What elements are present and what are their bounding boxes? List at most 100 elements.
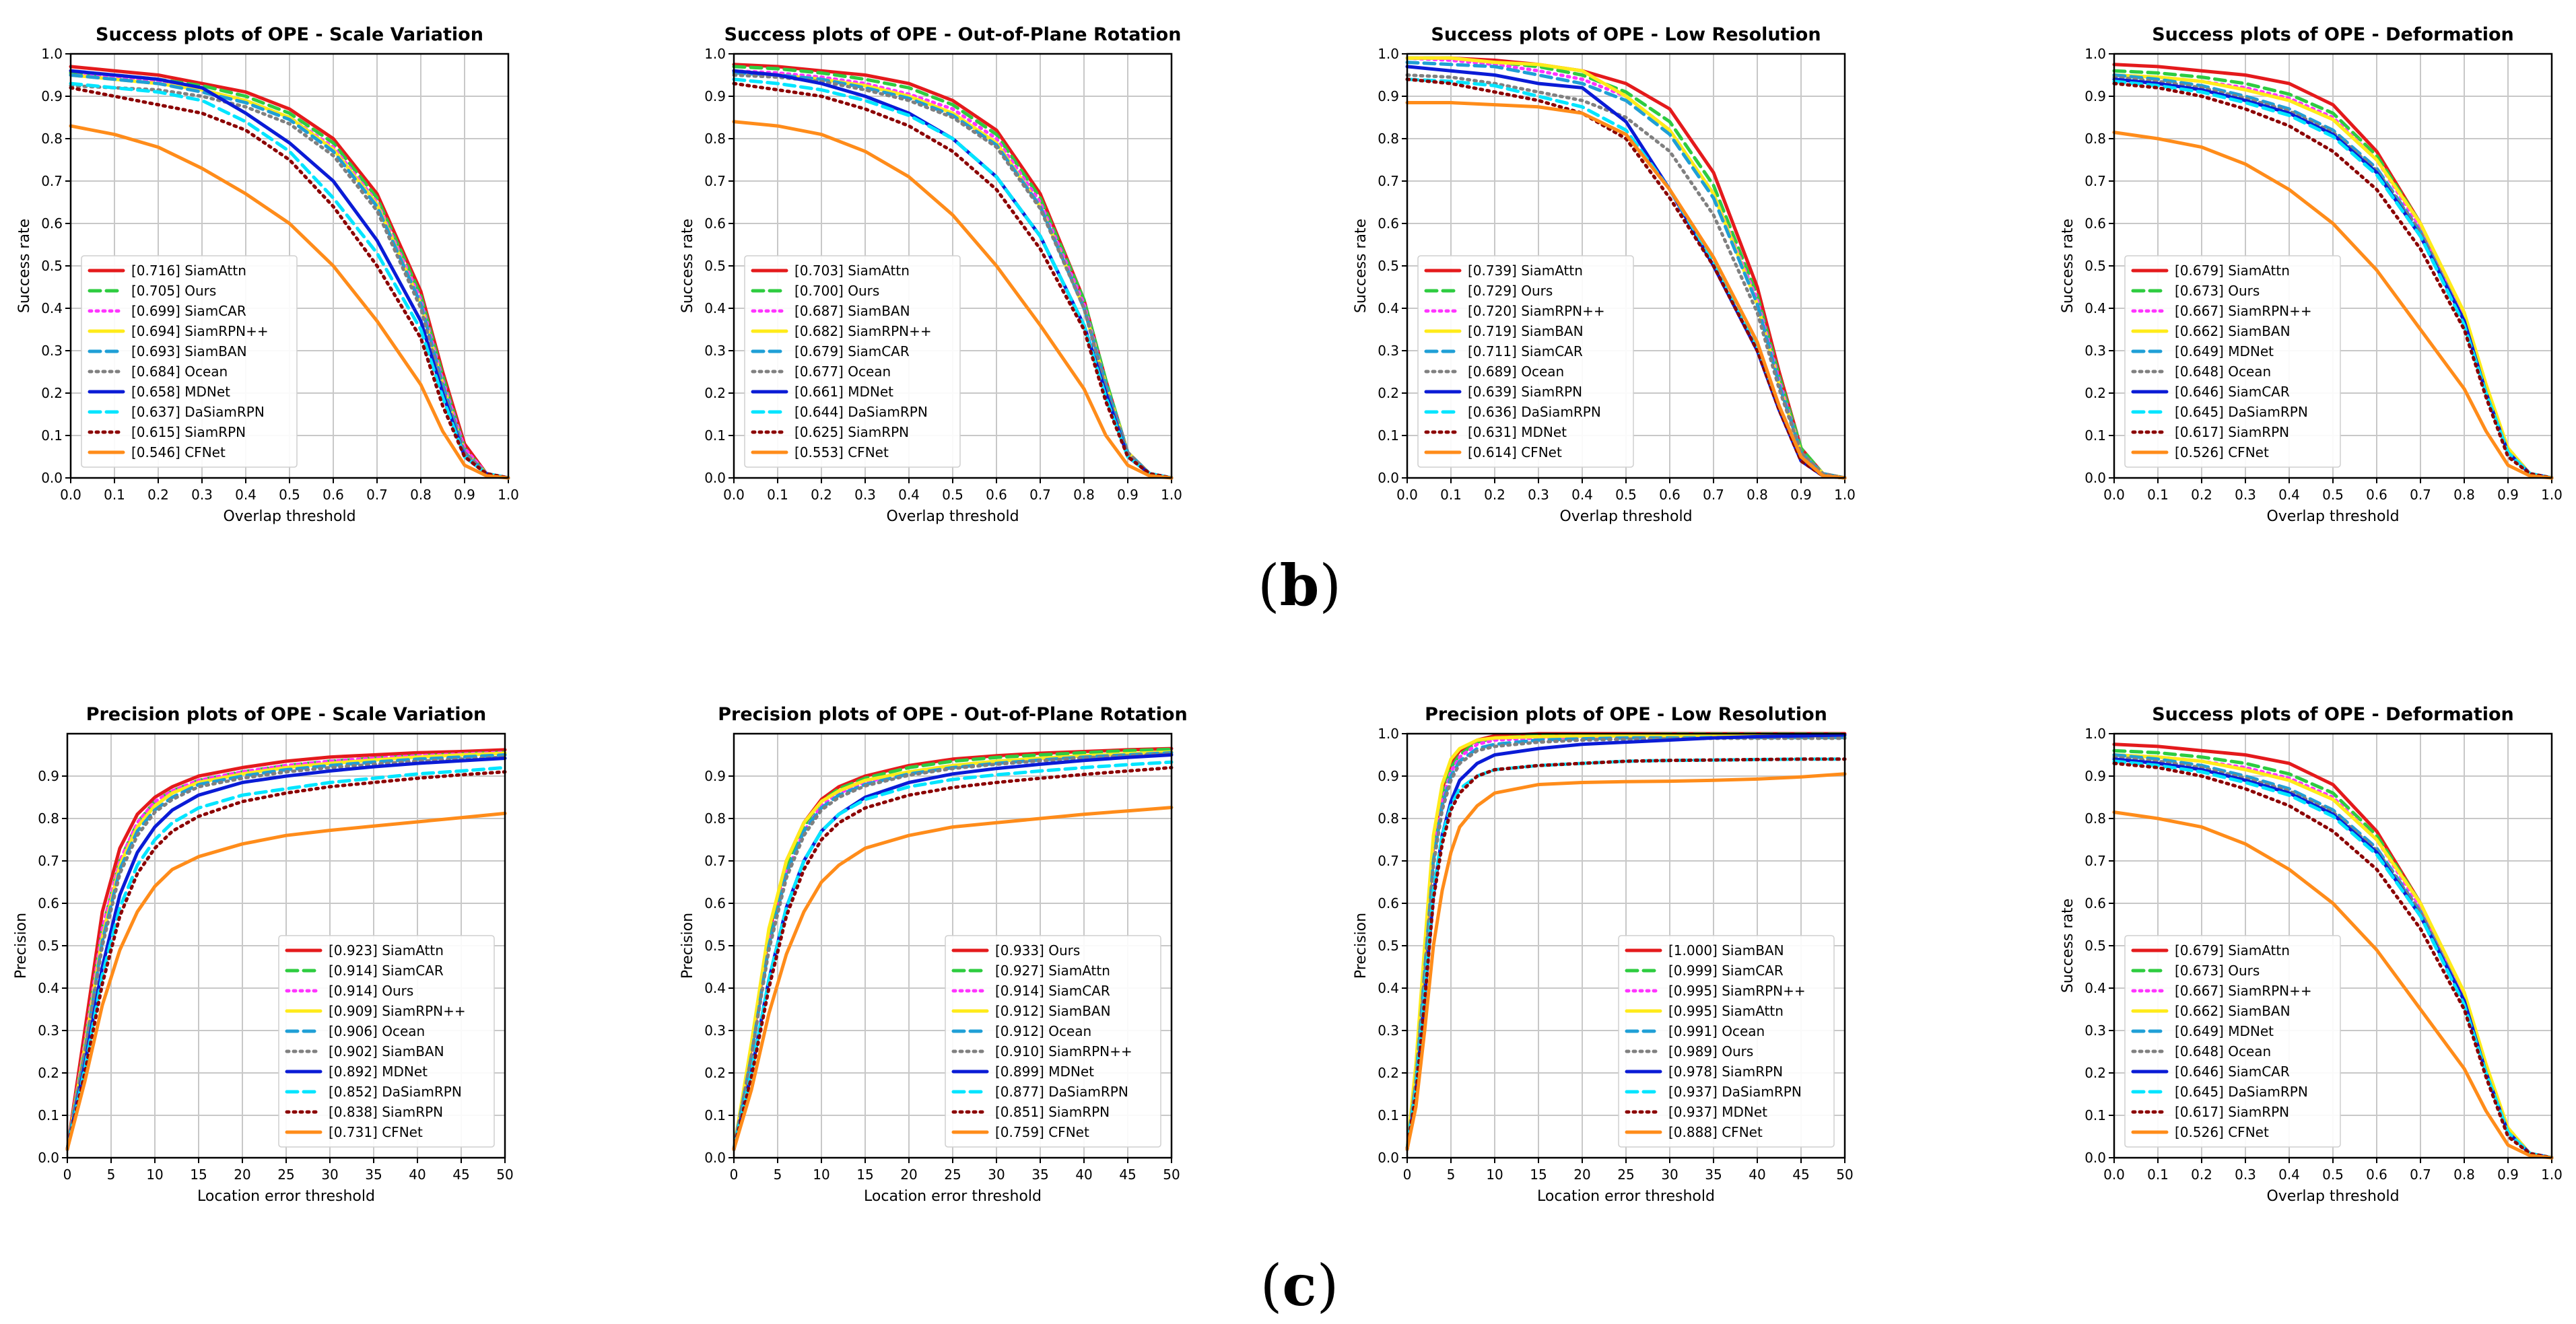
panel-label-c: (c) (1232, 1252, 1367, 1319)
y-tick-label: 0.6 (2084, 895, 2106, 911)
legend-entry: [0.716] SiamAttn (131, 263, 246, 279)
x-tick-label: 0.6 (2366, 487, 2387, 503)
series-line (732, 753, 1174, 1151)
y-tick-label: 0.8 (2084, 810, 2106, 827)
series-line (69, 85, 510, 480)
series-line (732, 760, 1174, 1151)
legend-box (2124, 935, 2341, 1148)
x-tick-label: 1.0 (2541, 1166, 2563, 1183)
legend-entry: [0.679] SiamAttn (2175, 942, 2290, 959)
x-tick-label: 15 (856, 1166, 873, 1183)
y-tick-label: 0.7 (2084, 853, 2106, 869)
chart-title: Success plots of OPE - Out-of-Plane Rota… (724, 24, 1182, 45)
chart-7: Success plots of OPE - Deformation 0.0 0.1… (2060, 704, 2563, 1205)
chart-title: Success plots of OPE - Low Resolution (1431, 24, 1821, 45)
y-tick-label: 0.9 (1378, 88, 1399, 104)
y-tick-label: 0.4 (2084, 980, 2106, 996)
y-tick-label: 0.3 (41, 343, 63, 359)
legend-entry: [0.662] SiamBAN (2175, 1003, 2291, 1019)
y-tick-label: 0.9 (704, 88, 726, 104)
x-tick-label: 0.6 (2366, 1166, 2387, 1183)
legend-entry: [0.902] SiamBAN (329, 1043, 444, 1059)
x-tick-label: 0.6 (986, 487, 1007, 503)
chart-6: Precision plots of OPE - Low Resolution 0… (1353, 704, 1854, 1205)
legend-entry: [0.615] SiamRPN (131, 424, 246, 440)
x-tick-label: 0.1 (767, 487, 788, 503)
series-line (732, 81, 1174, 480)
series-line (732, 765, 1174, 1151)
label-c-close: ) (1316, 1253, 1339, 1319)
y-tick-label: 0.1 (38, 1107, 59, 1123)
y-tick-label: 1.0 (1378, 46, 1399, 62)
legend-entry: [0.852] DaSiamRPN (329, 1084, 462, 1100)
x-tick-label: 0.5 (2322, 487, 2344, 503)
y-tick-label: 0.7 (704, 853, 726, 869)
x-tick-label: 50 (1163, 1166, 1180, 1183)
x-tick-label: 0.9 (2497, 1166, 2519, 1183)
x-tick-label: 35 (365, 1166, 382, 1183)
legend-entry: [0.648] Ocean (2175, 363, 2271, 380)
legend-entry: [0.914] Ours (329, 983, 413, 999)
chart-title: Success plots of OPE - Scale Variation (96, 24, 483, 45)
x-tick-label: 0.3 (2235, 1166, 2256, 1183)
x-axis-label: Location error threshold (1537, 1188, 1715, 1205)
series-line (1405, 736, 1847, 1151)
legend-entry: [0.687] SiamBAN (794, 303, 910, 319)
x-tick-label: 10 (146, 1166, 163, 1183)
series-line (1405, 73, 1847, 480)
legend-entry: [0.700] Ours (794, 283, 879, 299)
x-tick-label: 40 (1749, 1166, 1765, 1183)
series-line (1405, 772, 1847, 1151)
legend-entry: [0.912] Ocean (995, 1023, 1091, 1039)
x-tick-label: 0.0 (723, 487, 745, 503)
plot-frame (1406, 53, 1846, 479)
y-tick-label: 0.9 (38, 768, 59, 784)
legend-entry: [0.689] Ocean (1468, 363, 1564, 380)
legend-entry: [0.909] SiamRPN++ (329, 1003, 466, 1019)
y-tick-label: 1.0 (2084, 46, 2106, 62)
legend-entry: [0.649] MDNet (2175, 1023, 2274, 1039)
y-tick-label: 0.2 (2084, 385, 2106, 401)
x-tick-label: 1.0 (1834, 487, 1856, 503)
legend-entry: [0.914] SiamCAR (329, 963, 444, 979)
y-tick-label: 0.2 (38, 1065, 59, 1081)
x-tick-label: 0.4 (1571, 487, 1593, 503)
x-axis-label: Location error threshold (864, 1188, 1042, 1205)
series-line (732, 77, 1174, 480)
legend-entry: [0.658] MDNet (131, 384, 230, 400)
x-tick-label: 0.5 (1615, 487, 1637, 503)
y-tick-label: 0.1 (1378, 427, 1399, 444)
plot-frame (69, 53, 510, 479)
y-tick-label: 1.0 (704, 46, 726, 62)
x-tick-label: 0.5 (942, 487, 963, 503)
x-tick-label: 0.3 (2235, 487, 2256, 503)
x-tick-label: 0.2 (2191, 1166, 2212, 1183)
legend-entry: [0.644] DaSiamRPN (794, 404, 928, 420)
x-tick-label: 0.8 (2453, 1166, 2475, 1183)
plot-frame (2113, 53, 2553, 479)
y-tick-label: 0.7 (38, 853, 59, 869)
chart-title: Precision plots of OPE - Scale Variation (86, 704, 487, 725)
x-tick-label: 0.2 (2191, 487, 2212, 503)
legend-entry: [0.673] Ours (2175, 283, 2260, 299)
legend-entry: [0.927] SiamAttn (995, 963, 1110, 979)
x-tick-label: 0.9 (2497, 487, 2519, 503)
x-axis-label: Overlap threshold (2266, 508, 2399, 525)
y-tick-label: 0.0 (704, 470, 726, 486)
y-tick-label: 0.9 (704, 768, 726, 784)
plot-frame (733, 732, 1173, 1159)
y-tick-label: 0.0 (1378, 1150, 1399, 1166)
x-tick-label: 40 (1075, 1166, 1092, 1183)
x-tick-label: 30 (988, 1166, 1005, 1183)
y-tick-label: 0.5 (38, 938, 59, 954)
series-line (65, 751, 507, 1151)
y-axis-label: Precision (1353, 913, 1369, 979)
chart-2: Success plots of OPE - Low Resolution 0.0… (1353, 24, 1856, 525)
legend-entry: [0.639] SiamRPN (1468, 384, 1582, 400)
y-tick-label: 0.2 (2084, 1065, 2106, 1081)
y-tick-label: 0.9 (1378, 768, 1399, 784)
series-line (1405, 101, 1847, 480)
legend-box (744, 255, 961, 468)
x-tick-label: 20 (900, 1166, 917, 1183)
